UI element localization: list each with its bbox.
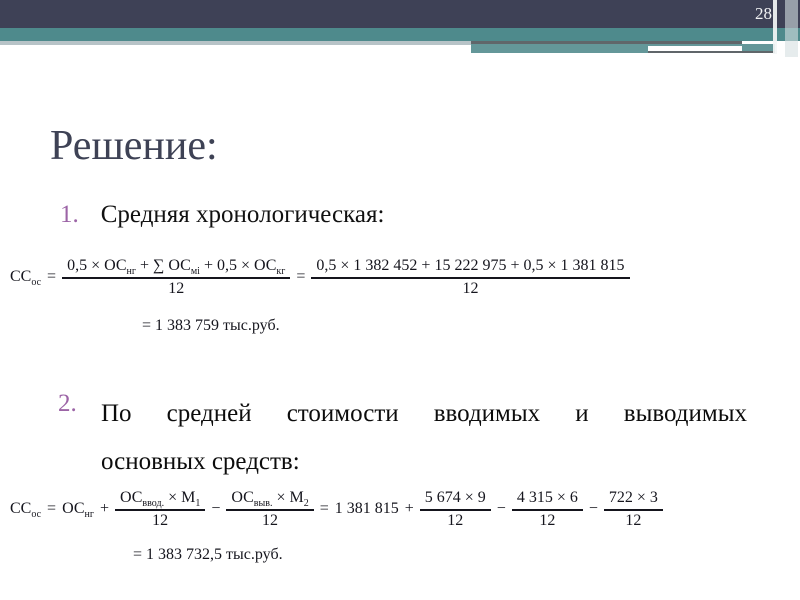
white-accent-strip: [648, 46, 742, 51]
minus-sign: −: [588, 500, 598, 517]
teal-accent-bar: [0, 28, 800, 41]
formula2-term-start-of-year: ОСнг: [62, 500, 94, 521]
formula2-fraction-c: 722 × 3 12: [603, 488, 663, 530]
list-number-2: 2.: [58, 390, 77, 417]
fraction-numerator: ОСвыв. × М2: [226, 488, 314, 511]
equals-sign: =: [296, 268, 306, 285]
formula-io-average-cost: ССос = ОСнг + ОСввод. × М1 12 − ОСвыв. ×…: [10, 488, 798, 530]
equals-sign: =: [47, 268, 57, 285]
teal-accent-bar-right: [471, 44, 775, 53]
formula-average-chronological: ССос = 0,5 × ОСнг + ∑ ОСмi + 0,5 × ОСкг …: [10, 256, 798, 298]
formula1-lhs: ССос: [10, 268, 42, 289]
fraction-denominator: 12: [625, 512, 642, 529]
formula2-lhs: ССос: [10, 500, 42, 521]
fraction-numerator: 0,5 × ОСнг + ∑ ОСмi + 0,5 × ОСкг: [62, 256, 291, 279]
fraction-numerator: 0,5 × 1 382 452 + 15 222 975 + 0,5 × 1 3…: [311, 256, 630, 279]
equals-sign: =: [47, 500, 57, 517]
fraction-denominator: 12: [152, 512, 169, 529]
equals-sign: =: [319, 500, 329, 517]
right-edge-gray-strip: [785, 0, 798, 57]
fraction-denominator: 12: [539, 512, 556, 529]
formula2-fraction-a: 5 674 × 9 12: [419, 488, 491, 530]
formula1-numeric-fraction: 0,5 × 1 382 452 + 15 222 975 + 0,5 × 1 3…: [311, 256, 630, 298]
dark-accent-line-bottom: [648, 51, 775, 53]
minus-sign: −: [496, 500, 506, 517]
minus-sign: −: [211, 500, 221, 517]
slide-title: Решение:: [50, 123, 218, 169]
formula2-fraction-b: 4 315 × 6 12: [511, 488, 583, 530]
gray-accent-line: [0, 41, 471, 45]
formula2-result: = 1 383 732,5 тыс.руб.: [133, 546, 283, 563]
page-number: 28: [755, 4, 772, 23]
plus-sign: +: [404, 500, 414, 517]
list-text-2-line1: По средней стоимости вводимых и выводимы…: [101, 400, 747, 427]
list-item-1: 1. Средняя хронологическая:: [60, 201, 384, 229]
fraction-numerator: 722 × 3: [603, 488, 663, 511]
dark-accent-line-top: [471, 41, 742, 44]
plus-sign: +: [99, 500, 109, 517]
fraction-numerator: ОСввод. × М1: [114, 488, 206, 511]
formula1-symbolic-fraction: 0,5 × ОСнг + ∑ ОСмi + 0,5 × ОСкг 12: [62, 256, 291, 298]
fraction-denominator: 12: [168, 280, 185, 297]
list-text-1: Средняя хронологическая:: [100, 201, 385, 228]
list-text-2-line2: основных средств:: [101, 448, 300, 475]
fraction-denominator: 12: [447, 512, 464, 529]
formula2-output-fraction: ОСвыв. × М2 12: [226, 488, 314, 530]
fraction-denominator: 12: [262, 512, 279, 529]
formula1-result: = 1 383 759 тыс.руб.: [142, 317, 280, 334]
list-number-1: 1.: [60, 201, 79, 228]
right-edge-light-strip: [773, 0, 777, 54]
formula2-base-value: 1 381 815: [334, 500, 399, 517]
list-text-2: По средней стоимости вводимых и выводимы…: [101, 390, 747, 486]
header-bar: 28: [0, 0, 800, 28]
fraction-numerator: 5 674 × 9: [419, 488, 491, 511]
fraction-denominator: 12: [462, 280, 479, 297]
fraction-numerator: 4 315 × 6: [511, 488, 583, 511]
formula2-input-fraction: ОСввод. × М1 12: [114, 488, 206, 530]
